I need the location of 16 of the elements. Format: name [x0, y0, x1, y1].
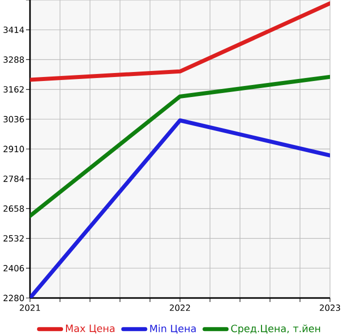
y-tick-label: 2910 — [4, 146, 24, 152]
y-tick-label: 3036 — [4, 116, 24, 122]
y-tick-label: 2532 — [4, 235, 24, 242]
legend-label: Min Цена — [150, 324, 196, 334]
legend-label: Сред.Цена, т.йен — [231, 324, 320, 334]
y-tick-label: 3414 — [4, 26, 24, 34]
y-tick-label: 3162 — [4, 86, 24, 93]
y-tick-label: 3288 — [4, 56, 24, 63]
y-tick-label: 2658 — [4, 205, 24, 212]
legend-label: Max Цена — [66, 324, 114, 334]
x-tick-label: 2021 — [20, 304, 40, 311]
x-tick-label: 2022 — [170, 304, 190, 311]
y-tick-label: 2406 — [4, 265, 24, 272]
x-tick-label: 2023 — [320, 304, 340, 311]
y-tick-label: 2280 — [4, 294, 24, 302]
y-tick-label: 2784 — [4, 176, 24, 182]
